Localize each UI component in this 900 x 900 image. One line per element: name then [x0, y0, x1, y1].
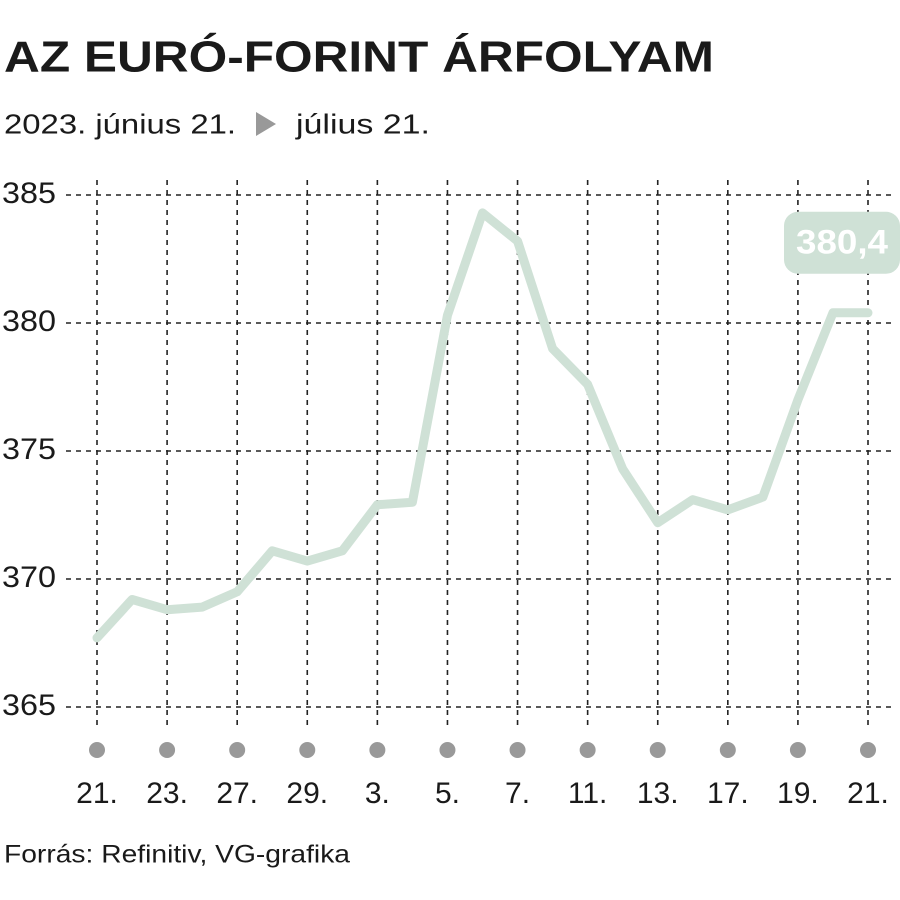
subtitle-start: 2023. június 21.	[4, 108, 236, 139]
x-dot	[159, 742, 176, 758]
x-dot	[719, 742, 736, 758]
y-tick-label: 370	[2, 561, 56, 594]
x-dot	[509, 742, 526, 758]
x-tick-label: 11.	[568, 777, 607, 810]
x-tick-label: 27.	[216, 777, 258, 810]
x-dot	[369, 742, 386, 758]
x-tick-label: 13.	[637, 777, 679, 810]
x-dot	[299, 742, 316, 758]
y-tick-label: 375	[2, 433, 56, 466]
x-tick-label: 7.	[505, 777, 530, 810]
x-tick-label: 5.	[435, 777, 460, 810]
x-dot	[789, 742, 806, 758]
value-label: 380,4	[796, 224, 888, 262]
x-dot	[439, 742, 456, 758]
x-dot	[89, 742, 105, 758]
y-tick-label: 380	[2, 305, 56, 338]
x-tick-label: 29.	[286, 777, 328, 810]
value-label-box	[784, 211, 900, 274]
x-tick-label: 23.	[146, 777, 188, 810]
x-dot	[649, 742, 666, 758]
x-tick-label: 21.	[76, 777, 118, 810]
x-tick-label: 21.	[847, 777, 889, 810]
y-tick-label: 385	[2, 177, 56, 210]
x-tick-label: 3.	[365, 777, 390, 810]
x-dot	[229, 742, 246, 758]
subtitle-end: július 21.	[295, 108, 430, 139]
x-tick-label: 17.	[707, 777, 749, 810]
source: Forrás: Refinitiv, VG-grafika	[4, 841, 350, 869]
chart-title: AZ EURÓ-FORINT ÁRFOLYAM	[4, 32, 714, 82]
x-dot	[579, 742, 596, 758]
x-tick-label: 19.	[777, 777, 819, 810]
y-tick-label: 365	[2, 689, 56, 722]
line	[92, 208, 873, 643]
arrow-icon	[256, 112, 276, 136]
x-dot	[860, 742, 876, 758]
